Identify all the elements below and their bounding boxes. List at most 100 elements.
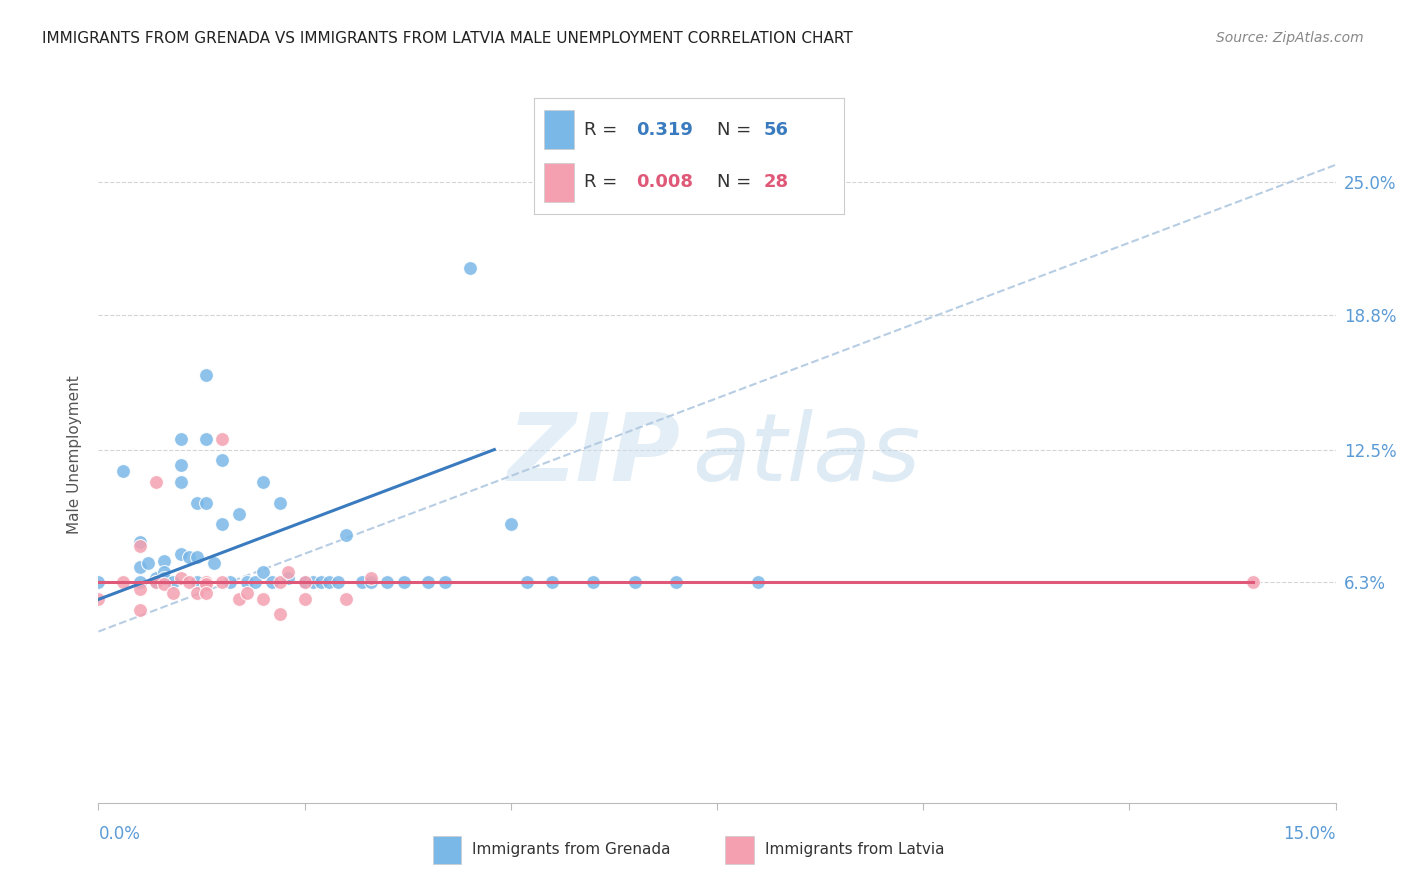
Point [211, 517, 233, 532]
Point [145, 575, 167, 590]
Point [145, 475, 167, 489]
Point [153, 565, 176, 579]
Point [360, 575, 382, 590]
Point [186, 586, 208, 600]
Point [269, 496, 291, 510]
Point [162, 575, 184, 590]
Point [153, 554, 176, 568]
Point [87, 592, 110, 607]
Point [236, 575, 259, 590]
Point [252, 565, 274, 579]
Text: 0.319: 0.319 [637, 121, 693, 139]
Point [228, 507, 250, 521]
Point [433, 575, 456, 590]
Y-axis label: Male Unemployment: Male Unemployment [67, 376, 83, 534]
Point [194, 577, 217, 591]
Text: R =: R = [583, 121, 623, 139]
Text: ZIP: ZIP [508, 409, 681, 501]
Point [112, 575, 135, 590]
Point [252, 475, 274, 489]
Point [170, 548, 193, 562]
Point [665, 575, 688, 590]
Point [360, 571, 382, 585]
Point [228, 592, 250, 607]
Point [302, 575, 325, 590]
Point [252, 592, 274, 607]
Point [219, 575, 242, 590]
Point [194, 368, 217, 382]
Point [128, 575, 150, 590]
Point [582, 575, 605, 590]
Point [392, 575, 415, 590]
Point [186, 496, 208, 510]
Point [499, 517, 522, 532]
Point [153, 577, 176, 591]
Point [375, 575, 398, 590]
Point [352, 575, 374, 590]
Point [294, 592, 316, 607]
Point [170, 458, 193, 472]
Text: 0.008: 0.008 [637, 173, 693, 191]
Point [194, 586, 217, 600]
Point [170, 432, 193, 446]
Point [236, 586, 259, 600]
Point [623, 575, 645, 590]
Point [516, 575, 538, 590]
FancyBboxPatch shape [433, 837, 461, 863]
Point [211, 575, 233, 590]
Point [128, 560, 150, 574]
Point [418, 575, 440, 590]
Point [112, 464, 135, 478]
Point [458, 260, 481, 275]
FancyBboxPatch shape [725, 837, 754, 863]
Point [128, 582, 150, 596]
Text: 28: 28 [763, 173, 789, 191]
Point [309, 575, 332, 590]
Point [136, 556, 159, 570]
Text: N =: N = [717, 121, 756, 139]
Point [541, 575, 564, 590]
Point [294, 575, 316, 590]
Point [170, 475, 193, 489]
Point [87, 575, 110, 590]
Text: N =: N = [717, 173, 756, 191]
Text: 15.0%: 15.0% [1284, 825, 1336, 843]
Text: Immigrants from Grenada: Immigrants from Grenada [472, 842, 671, 857]
Point [194, 432, 217, 446]
Point [260, 575, 283, 590]
Point [145, 571, 167, 585]
Point [170, 571, 193, 585]
Point [179, 575, 201, 590]
Point [202, 556, 225, 570]
Point [128, 603, 150, 617]
Point [128, 534, 150, 549]
Text: 0.0%: 0.0% [98, 825, 141, 843]
Point [243, 575, 266, 590]
Point [145, 575, 167, 590]
Point [269, 607, 291, 622]
Point [153, 571, 176, 585]
Point [186, 575, 208, 590]
FancyBboxPatch shape [544, 110, 575, 149]
Point [269, 575, 291, 590]
Text: IMMIGRANTS FROM GRENADA VS IMMIGRANTS FROM LATVIA MALE UNEMPLOYMENT CORRELATION : IMMIGRANTS FROM GRENADA VS IMMIGRANTS FR… [42, 31, 853, 46]
Text: Immigrants from Latvia: Immigrants from Latvia [765, 842, 945, 857]
Text: Source: ZipAtlas.com: Source: ZipAtlas.com [1216, 31, 1364, 45]
Point [179, 549, 201, 564]
Point [194, 575, 217, 590]
Point [211, 432, 233, 446]
Text: 56: 56 [763, 121, 789, 139]
Point [162, 586, 184, 600]
Point [277, 571, 299, 585]
Text: atlas: atlas [692, 409, 921, 500]
Point [128, 539, 150, 553]
Point [194, 496, 217, 510]
Point [294, 575, 316, 590]
Point [277, 565, 299, 579]
FancyBboxPatch shape [544, 163, 575, 202]
Point [326, 575, 349, 590]
Point [294, 575, 316, 590]
Point [1241, 575, 1264, 590]
Point [211, 453, 233, 467]
Text: R =: R = [583, 173, 623, 191]
